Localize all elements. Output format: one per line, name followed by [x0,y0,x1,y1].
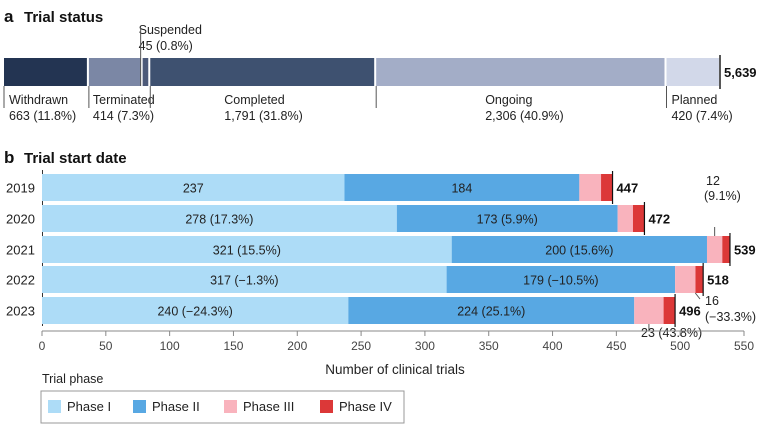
panel-a-letter: a [4,7,14,26]
bar-label-phase1-2019: 237 [183,182,204,196]
bar-label-phase1-2021: 321 (15.5%) [213,244,281,258]
panel-b-title: Trial start date [24,150,127,167]
legend-swatch-phase4 [320,400,333,413]
bar-label-phase1-2022: 317 (−1.3%) [210,274,278,288]
status-value-ongoing: 2,306 (40.9%) [485,109,564,123]
status-segment-terminated [88,58,141,86]
year-label-2021: 2021 [6,243,35,258]
panel-b-letter: b [4,148,14,167]
annotation-leader-2022 [694,292,701,300]
status-segment-withdrawn [4,58,87,86]
year-label-2020: 2020 [6,212,35,227]
bar-label-phase2-2019: 184 [451,182,472,196]
bar-phase4-2023 [663,297,676,324]
status-value-terminated: 414 (7.3%) [93,109,154,123]
bar-phase3-2020 [617,205,633,232]
bar-label-phase2-2022: 179 (−10.5%) [523,274,598,288]
status-name-suspended: Suspended [139,23,202,37]
year-label-2019: 2019 [6,181,35,196]
bar-phase1-2019 [42,174,345,201]
status-value-completed: 1,791 (31.8%) [224,109,303,123]
bar-phase2-2023 [348,297,635,324]
bar-phase3-2023 [634,297,664,324]
status-segment-completed [150,58,375,86]
total-label-2020: 472 [648,212,670,227]
bar-phase4-2021 [722,236,730,263]
annotation-2021-pct: (9.1%) [704,189,741,203]
panel-a-title: Trial status [24,9,103,26]
x-tick-label-300: 300 [415,339,435,353]
x-tick-label-550: 550 [734,339,754,353]
bar-phase4-2020 [632,205,645,232]
status-value-withdrawn: 663 (11.8%) [9,109,76,123]
x-tick-label-500: 500 [670,339,690,353]
legend-box [40,390,405,424]
x-tick-label-200: 200 [287,339,307,353]
x-tick-label-250: 250 [351,339,371,353]
bar-label-phase1-2023: 240 (−24.3%) [157,305,232,319]
legend-swatch-phase3 [224,400,237,413]
x-axis: 0 50 100 150 200 250 300 350 400 450 500 550 [39,330,754,353]
annotation-2022-count: 16 [705,294,719,308]
bar-phase4-2022 [695,266,704,293]
total-label-2023: 496 [679,304,701,319]
bar-label-phase1-2020: 278 (17.3%) [185,213,253,227]
status-total-label: 5,639 [724,65,757,80]
x-tick-label-0: 0 [39,339,46,353]
bar-phase2-2020 [396,205,618,232]
bar-phase1-2021 [42,236,452,263]
bar-phase1-2020 [42,205,397,232]
year-label-2022: 2022 [6,273,35,288]
legend-label-phase3: Phase III [243,399,294,414]
annotation-2022-pct: (−33.3%) [705,310,756,324]
legend-label-phase4: Phase IV [339,399,392,414]
bar-phase1-2023 [42,297,349,324]
status-value-planned: 420 (7.4%) [671,109,732,123]
bar-label-phase2-2020: 173 (5.9%) [477,213,538,227]
x-tick-label-400: 400 [543,339,563,353]
x-tick-label-450: 450 [606,339,626,353]
total-label-2021: 539 [734,243,756,258]
legend: Phase I Phase II Phase III Phase IV [48,399,392,414]
legend-swatch-phase1 [48,400,61,413]
bar-phase3-2022 [675,266,696,293]
legend-swatch-phase2 [133,400,146,413]
total-label-2022: 518 [707,273,729,288]
bar-phase3-2019 [579,174,602,201]
status-segment-ongoing [376,58,665,86]
bar-phase2-2022 [446,266,676,293]
status-value-suspended: 45 (0.8%) [139,39,193,53]
bar-phase3-2021 [706,236,723,263]
status-name-ongoing: Ongoing [485,93,532,107]
legend-title: Trial phase [42,372,103,386]
status-segment-planned [666,58,719,86]
x-tick-label-50: 50 [99,339,113,353]
x-tick-label-150: 150 [223,339,243,353]
status-name-withdrawn: Withdrawn [9,93,68,107]
legend-label-phase2: Phase II [152,399,200,414]
bar-phase2-2021 [451,236,707,263]
bar-phase4-2019 [601,174,613,201]
x-axis-title: Number of clinical trials [325,362,465,377]
total-label-2019: 447 [617,181,639,196]
bar-label-phase2-2023: 224 (25.1%) [457,305,525,319]
status-segment-suspended [142,58,149,86]
status-name-planned: Planned [671,93,717,107]
trial-start-date-chart: 2019 237 184 447 2020 278 (17.3%) 173 (5.9%) 47… [6,170,756,340]
bar-phase1-2022 [42,266,447,293]
trial-status-bar: 5,639 Withdrawn 663 (11.8%) Terminated 414 (… [3,23,757,123]
bar-label-phase2-2021: 200 (15.6%) [545,244,613,258]
legend-label-phase1: Phase I [67,399,111,414]
annotation-2023-count: 23 (43.8%) [641,326,702,340]
x-tick-label-350: 350 [479,339,499,353]
status-name-terminated: Terminated [93,93,155,107]
annotation-2021-count: 12 [706,174,720,188]
status-name-completed: Completed [224,93,284,107]
year-label-2023: 2023 [6,304,35,319]
x-tick-label-100: 100 [160,339,180,353]
bar-phase2-2019 [344,174,580,201]
